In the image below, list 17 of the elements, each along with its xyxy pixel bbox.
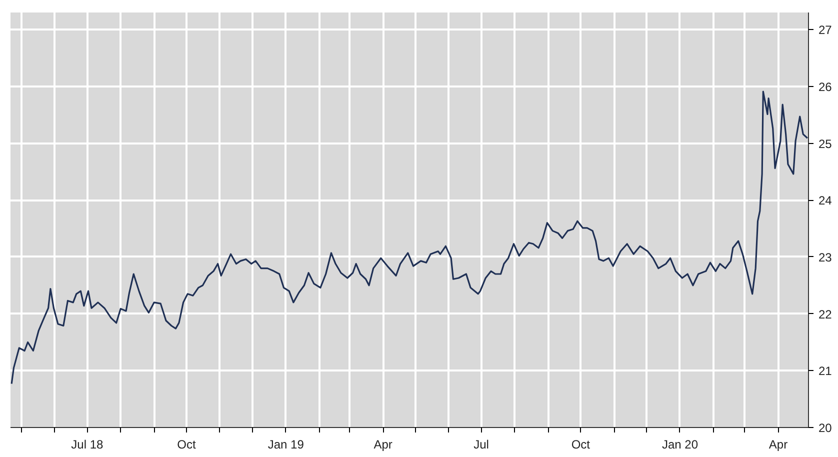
y-tick-label: 20 [818,421,832,435]
x-tick-label: Oct [571,438,591,452]
y-tick-label: 25 [818,136,832,151]
x-tick-label: Jul [474,438,489,452]
x-tick-label: Jan 20 [662,438,698,452]
x-tick-label: Apr [768,438,788,452]
y-tick-label: 21 [818,364,832,378]
y-tick-label: 27 [818,23,832,38]
y-tick-label: 26 [818,80,832,94]
y-tick-label: 23 [818,250,832,264]
x-tick-label: Oct [177,438,197,452]
x-tick-label: Apr [374,438,392,452]
y-tick-label: 24 [818,194,832,208]
line-series [10,90,808,385]
x-tick-label: Jan 19 [268,438,304,452]
x-tick-label: Jul 18 [71,438,104,452]
y-tick-label: 22 [818,307,832,322]
